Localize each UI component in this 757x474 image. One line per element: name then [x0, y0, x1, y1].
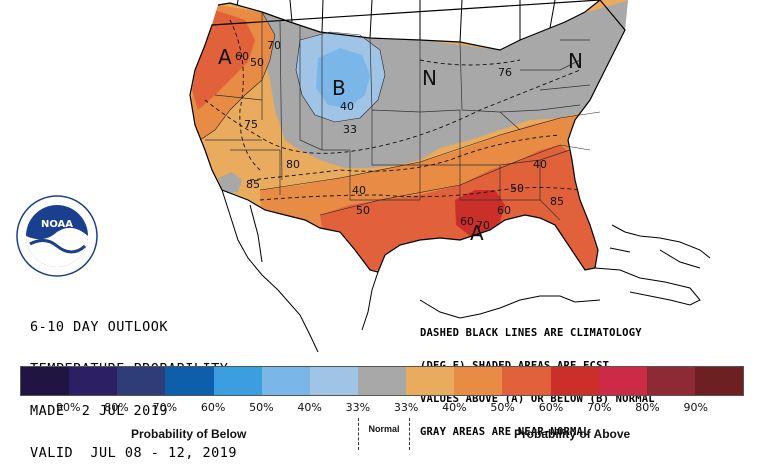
legend-swatch: [550, 367, 599, 395]
legend-tick-label: 50%: [490, 401, 515, 414]
climatology-label: 75: [244, 118, 258, 131]
contour-label: 40: [340, 100, 354, 113]
climatology-label: 70: [267, 39, 281, 52]
climatology-label: 85: [550, 195, 564, 208]
note-line: DASHED BLACK LINES ARE CLIMATOLOGY: [420, 327, 642, 339]
note-line: GRAY AREAS ARE NEAR-NORMAL: [420, 426, 590, 438]
normal-letter-northeast: N: [568, 49, 583, 73]
legend-swatch: [357, 367, 407, 395]
contour-label: 60: [235, 50, 249, 63]
legend-swatch: [117, 367, 166, 395]
contour-label: 33: [343, 123, 357, 136]
state-boundaries: [205, 12, 591, 221]
legend-swatch: [213, 367, 262, 395]
note-line: VALUES ABOVE (A) OR BELOW (B) NORMAL: [420, 393, 655, 405]
legend-tick-label: 33%: [393, 401, 419, 414]
contour-label: 50: [250, 56, 264, 69]
normal-divider-right: [409, 418, 410, 450]
contour-label: 60: [460, 215, 474, 228]
contour-label: 60: [497, 204, 511, 217]
legend-tick-label: 90%: [56, 401, 81, 414]
noaa-logo: NOAA: [16, 195, 98, 277]
legend-swatch: [598, 367, 647, 395]
above-group-label: Probability of Above: [514, 427, 631, 441]
legend-swatch: [165, 367, 214, 395]
legend-swatch: [261, 367, 310, 395]
legend-swatch: [309, 367, 358, 395]
outlook-title: 6-10 DAY OUTLOOK: [30, 319, 169, 335]
noaa-logo-letters: NOAA: [41, 219, 73, 230]
legend-tick-label: 50%: [249, 401, 274, 414]
normal-group-label: Normal: [368, 424, 400, 434]
legend-swatch: [69, 367, 118, 395]
contour-label: 70: [476, 219, 490, 232]
normal-divider-left: [358, 418, 359, 450]
legend-swatch: [21, 367, 70, 395]
legend-swatch: [646, 367, 695, 395]
legend-tick-label: 70%: [152, 401, 178, 414]
legend-swatch: [502, 367, 551, 395]
legend-tick-label: 90%: [683, 401, 708, 414]
legend-tick-label: 70%: [586, 401, 612, 414]
climatology-label: 80: [286, 158, 300, 171]
contour-label: 50: [356, 204, 370, 217]
contour-label: 40: [533, 158, 547, 171]
legend-tick-label: 40%: [297, 401, 322, 414]
valid-period: VALID JUL 08 - 12, 2019: [30, 445, 238, 461]
above-letter-west: A: [218, 45, 232, 69]
contour-label: 50: [510, 182, 524, 195]
climatology-lines: [204, 19, 581, 201]
above-letter-south: A: [470, 221, 484, 245]
contour-label: 40: [352, 184, 366, 197]
us-outline: [189, 0, 626, 273]
legend-tick-label: 80%: [635, 401, 660, 414]
legend-swatch: [454, 367, 503, 395]
climatology-label: 76: [498, 66, 512, 79]
legend-tick-label: 60%: [538, 401, 564, 414]
legend-swatch: [406, 367, 455, 395]
legend-tick-label: 33%: [345, 401, 371, 414]
neighbor-outlines: [221, 0, 711, 353]
legend-tick-label: 60%: [200, 401, 226, 414]
legend-swatch: [694, 367, 744, 395]
below-letter: B: [332, 76, 346, 100]
legend-tick-label: 40%: [442, 401, 467, 414]
below-group-label: Probability of Below: [131, 427, 247, 441]
probability-legend-bar: [20, 366, 744, 396]
issue-date: MADE 2 JUL 2019: [30, 403, 169, 419]
probability-contours: [199, 11, 601, 216]
normal-letter-central: N: [422, 66, 437, 90]
legend-tick-label: 80%: [104, 401, 129, 414]
outlook-map: A B N N A 60 50 40 33 40 50 60 70 40 50 …: [16, 0, 711, 353]
climatology-label: 85: [246, 178, 260, 191]
